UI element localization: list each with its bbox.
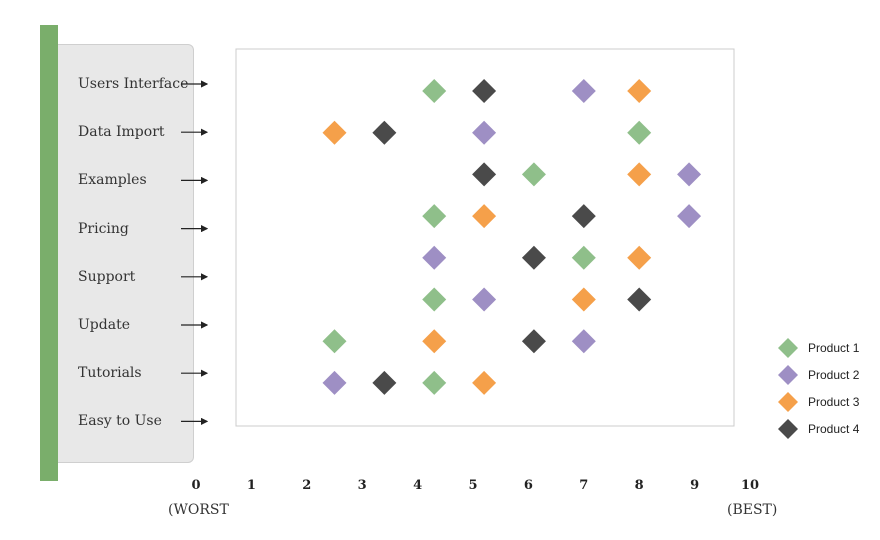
data-point: [627, 162, 652, 187]
data-point: [627, 287, 652, 312]
x-max-label: (BEST): [727, 502, 778, 518]
data-point: [571, 287, 596, 312]
data-point: [322, 329, 347, 354]
data-point: [422, 287, 447, 312]
legend-label: Product 2: [808, 368, 860, 382]
data-point: [521, 329, 546, 354]
data-point: [422, 204, 447, 229]
data-point: [422, 329, 447, 354]
data-point: [571, 329, 596, 354]
x-tick-label: 6: [523, 478, 533, 493]
plot-area: [235, 48, 735, 427]
data-point: [571, 204, 596, 229]
category-label: Update: [78, 317, 130, 333]
category-label: Tutorials: [78, 365, 142, 382]
data-point: [422, 79, 447, 103]
category-label: Data Import: [78, 124, 165, 141]
data-point: [472, 162, 497, 187]
data-point: [472, 120, 497, 145]
legend-marker: [778, 338, 798, 358]
data-point: [571, 245, 596, 270]
x-tick-label: 2: [302, 478, 312, 493]
legend-label: Product 3: [808, 395, 860, 409]
data-point: [677, 162, 702, 187]
category-label: Users Interface: [78, 76, 189, 92]
legend-label: Product 4: [808, 422, 860, 436]
data-point: [677, 204, 702, 229]
data-point: [472, 287, 497, 312]
data-point: [322, 120, 347, 145]
data-point: [472, 370, 497, 395]
x-tick-label: 5: [468, 478, 478, 493]
category-label: Examples: [78, 172, 147, 189]
data-point: [521, 245, 546, 270]
x-tick-label: 0: [191, 478, 201, 493]
x-tick-label: 7: [579, 478, 589, 493]
x-tick-label: 8: [634, 478, 644, 493]
legend-marker: [778, 365, 798, 385]
x-tick-label: 9: [690, 478, 700, 493]
data-point: [627, 120, 652, 145]
data-point: [372, 120, 397, 145]
legend-label: Product 1: [808, 341, 860, 355]
category-label: Support: [78, 268, 136, 285]
data-point: [571, 79, 596, 103]
data-point: [472, 204, 497, 229]
legend-marker: [778, 419, 798, 439]
category-label: Pricing: [78, 220, 129, 237]
accent-bar: [40, 25, 58, 481]
category-panel: [58, 44, 194, 463]
data-point: [627, 245, 652, 270]
data-point: [472, 79, 497, 103]
data-point: [521, 162, 546, 187]
data-point: [422, 245, 447, 270]
data-point: [422, 370, 447, 395]
x-min-label: (WORST: [168, 502, 229, 518]
legend-marker: [778, 392, 798, 412]
x-tick-label: 1: [246, 478, 256, 493]
data-point: [372, 370, 397, 395]
x-tick-label: 10: [740, 478, 760, 493]
data-point: [627, 79, 652, 103]
x-tick-label: 4: [413, 478, 423, 493]
data-point: [322, 370, 347, 395]
category-label: Easy to Use: [78, 413, 162, 430]
x-tick-label: 3: [357, 478, 367, 493]
